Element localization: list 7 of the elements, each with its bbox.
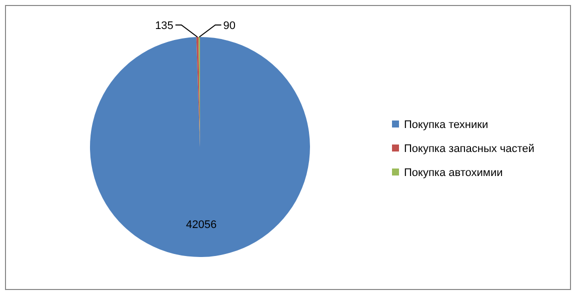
pie-slice xyxy=(90,37,310,257)
data-label: 90 xyxy=(223,20,236,32)
legend-label: Покупка автохимии xyxy=(404,167,503,179)
data-label: 135 xyxy=(155,20,174,32)
legend-label: Покупка техники xyxy=(404,119,488,131)
data-label: 42056 xyxy=(186,218,217,231)
legend-label: Покупка запасных частей xyxy=(404,143,534,155)
